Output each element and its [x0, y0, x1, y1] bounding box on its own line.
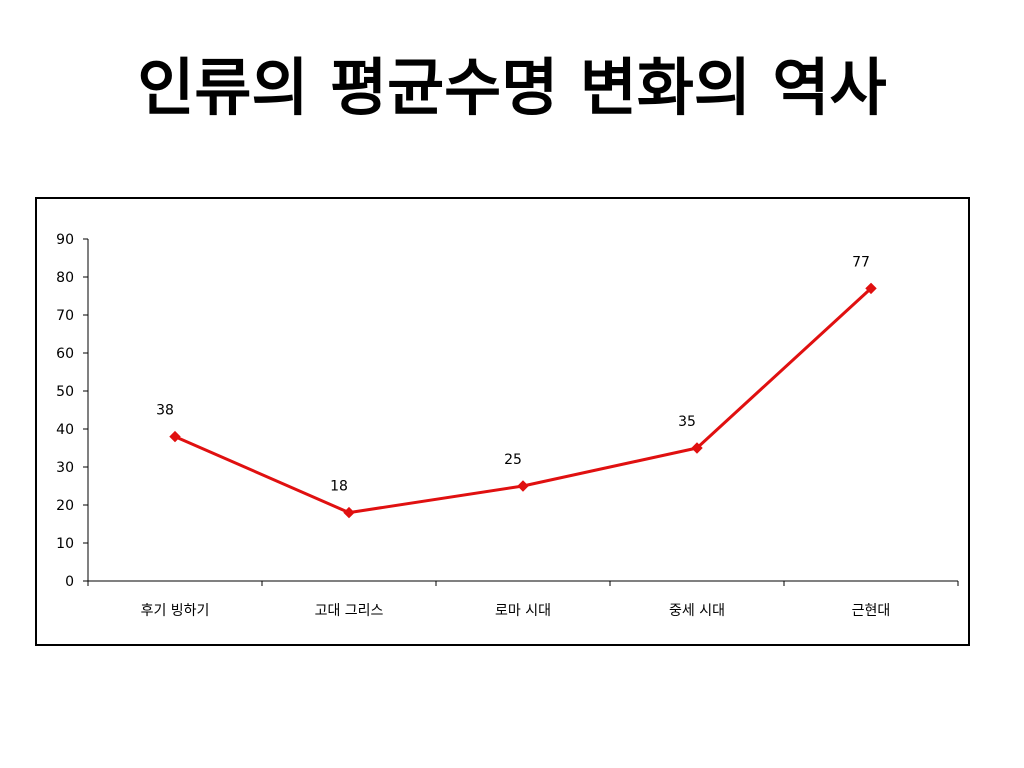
y-tick-label: 20: [56, 498, 74, 514]
data-labels: 38 18 25 35 77: [156, 254, 870, 494]
x-category-label: 후기 빙하기: [141, 603, 210, 619]
data-point-marker: [865, 282, 877, 295]
data-value-label: 77: [852, 254, 870, 270]
y-tick-label: 10: [56, 536, 74, 552]
y-tick-label: 90: [56, 232, 74, 248]
data-value-label: 25: [504, 452, 522, 468]
data-value-label: 18: [330, 479, 348, 495]
y-tick-label: 60: [56, 346, 74, 362]
y-tick-label: 80: [56, 270, 74, 286]
x-category-labels: 후기 빙하기 고대 그리스 로마 시대 중세 시대 근현대: [141, 603, 891, 619]
data-point-marker: [691, 442, 703, 454]
y-tick-label: 30: [56, 460, 74, 476]
data-value-label: 38: [156, 403, 174, 419]
slide-title: 인류의 평균수명 변화의 역사: [137, 51, 887, 124]
axes: [83, 238, 959, 586]
chart-frame: 0 10 20 30 40 50 60 70 80 90 후기 빙하기 고대 그리스 로마 시대 중세 …: [35, 197, 970, 646]
data-point-marker: [517, 480, 529, 492]
series-line-layer: [174, 287, 873, 515]
x-category-label: 로마 시대: [495, 603, 551, 619]
y-tick-label: 70: [56, 308, 74, 324]
x-category-label: 중세 시대: [669, 603, 725, 619]
line-chart: 0 10 20 30 40 50 60 70 80 90 후기 빙하기 고대 그리스 로마 시대 중세 …: [56, 232, 959, 619]
y-tick-label: 0: [65, 574, 74, 590]
series-line: [174, 287, 873, 515]
x-category-label: 고대 그리스: [315, 603, 384, 619]
data-point-marker: [343, 506, 355, 519]
y-tick-label: 40: [56, 422, 74, 438]
y-tick-label: 50: [56, 384, 74, 400]
series-markers: [169, 282, 877, 519]
y-tick-labels: 0 10 20 30 40 50 60 70 80 90: [56, 232, 74, 590]
data-value-label: 35: [678, 414, 696, 430]
data-point-marker: [169, 430, 181, 443]
x-category-label: 근현대: [852, 603, 891, 619]
